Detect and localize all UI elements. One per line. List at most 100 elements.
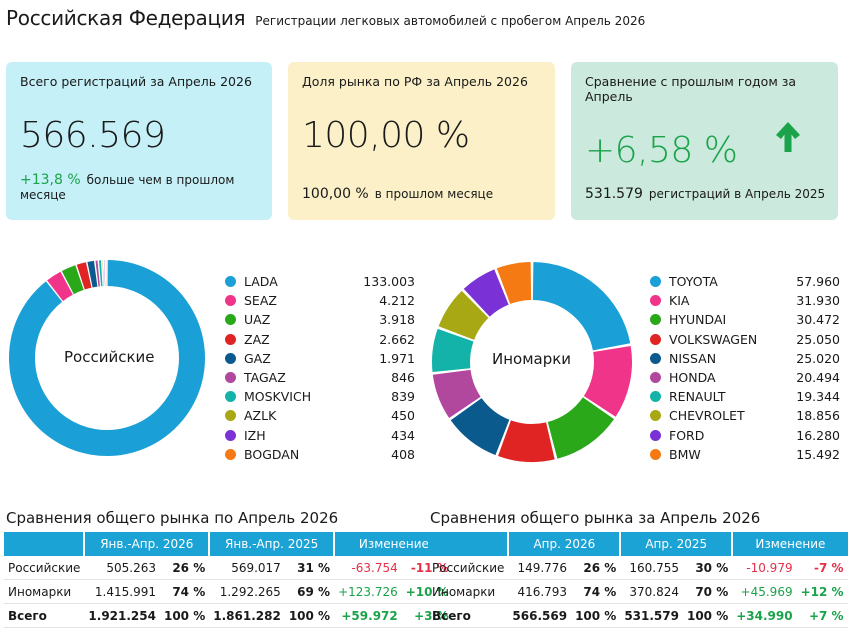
table-cell-name: Российские: [4, 556, 84, 580]
card-total-value: 566.569: [20, 115, 258, 156]
table-cell-c2: -7 %: [797, 556, 848, 580]
legend-brand-name: GAZ: [244, 351, 379, 366]
legend-brand-value: 16.280: [796, 428, 840, 443]
foreign-slice-nissan: [466, 409, 502, 437]
russian-slice-uaz: [68, 278, 80, 283]
russian-slice-zaz: [81, 275, 89, 277]
card-total-label: Всего регистраций за Апрель 2026: [20, 74, 258, 89]
legend-brand-name: BOGDAN: [244, 447, 391, 462]
legend-brand-name: FORD: [669, 428, 796, 443]
legend-color-dot: [650, 410, 661, 421]
table-header-cell: Янв.-Апр. 2026: [84, 532, 209, 556]
table-cell-c2: +12 %: [797, 580, 848, 604]
page-header: Российская Федерация Регистрации легковы…: [6, 6, 645, 30]
card-yoy-delta: 531.579: [585, 186, 643, 202]
foreign-slice-kia: [600, 349, 613, 406]
legend-brand-name: TAGAZ: [244, 370, 391, 385]
legend-brand-name: NISSAN: [669, 351, 796, 366]
legend-color-dot: [225, 391, 236, 402]
legend-brand-name: RENAULT: [669, 389, 796, 404]
legend-brand-name: CHEVROLET: [669, 408, 796, 423]
legend-color-dot: [650, 391, 661, 402]
legend-brand-value: 846: [391, 370, 415, 385]
foreign-slice-bmw: [504, 281, 531, 286]
table-header-cell: Янв.-Апр. 2025: [209, 532, 334, 556]
legend-color-dot: [650, 372, 661, 383]
card-total-delta: +13,8 %: [20, 172, 81, 188]
legend-brand-value: 2.662: [379, 332, 415, 347]
card-share-delta: 100,00 %: [302, 186, 369, 202]
foreign-slice-toyota: [533, 281, 611, 347]
table-cell-p2: 69 %: [285, 580, 334, 604]
card-share-delta-text: в прошлом месяце: [375, 187, 493, 201]
legend-color-dot: [650, 334, 661, 345]
legend-brand-value: 30.472: [796, 312, 840, 327]
legend-color-dot: [650, 449, 661, 460]
page-subtitle: Регистрации легковых автомобилей с пробе…: [255, 14, 645, 28]
foreign-slice-renault: [451, 335, 456, 370]
card-share-label: Доля рынка по РФ за Апрель 2026: [302, 74, 541, 89]
table-cell-p2: 70 %: [683, 580, 732, 604]
legend-brand-name: HONDA: [669, 370, 796, 385]
legend-brand-value: 15.492: [796, 447, 840, 462]
table-header-cell: [4, 532, 84, 556]
russian-slice-gaz: [90, 274, 96, 275]
legend-brand-name: KIA: [669, 293, 796, 308]
legend-brand-name: UAZ: [244, 312, 379, 327]
legend-brand-name: BMW: [669, 447, 796, 462]
table-ytd-title: Сравнения общего рынка по Апрель 2026: [6, 509, 338, 527]
russian-slice-seaz: [55, 283, 67, 291]
legend-brand-value: 4.212: [379, 293, 415, 308]
table-header-cell: Апр. 2026: [508, 532, 620, 556]
table-month-title: Сравнения общего рынка за Апрель 2026: [430, 509, 760, 527]
table-cell-c1: +123.726: [334, 580, 402, 604]
foreign-slice-hyundai: [553, 408, 599, 440]
table-cell-v1: 1.415.991: [84, 580, 160, 604]
legend-brand-value: 18.856: [796, 408, 840, 423]
legend-brand-value: 25.020: [796, 351, 840, 366]
legend-color-dot: [650, 295, 661, 306]
table-header-cell: Изменение: [732, 532, 847, 556]
table-cell-p1: 26 %: [571, 556, 620, 580]
legend-brand-name: VOLKSWAGEN: [669, 332, 796, 347]
table-cell-p2: 30 %: [683, 556, 732, 580]
card-yoy-delta-text: регистраций в Апрель 2025: [649, 187, 825, 201]
table-cell-v2: 1.292.265: [209, 580, 285, 604]
legend-color-dot: [225, 314, 236, 325]
legend-color-dot: [225, 353, 236, 364]
legend-brand-name: TOYOTA: [669, 274, 796, 289]
foreign-slice-volkswagen: [505, 438, 551, 443]
table-cell-p1: 74 %: [571, 580, 620, 604]
card-total-footer: +13,8 %больше чем в прошлом месяце: [20, 172, 272, 202]
legend-color-dot: [225, 430, 236, 441]
legend-brand-value: 408: [391, 447, 415, 462]
table-cell-c1: -10.979: [732, 556, 796, 580]
table-cell-v2: 160.755: [620, 556, 683, 580]
table-header-cell: Апр. 2025: [620, 532, 732, 556]
table-cell-p1: 26 %: [160, 556, 209, 580]
legend-color-dot: [225, 334, 236, 345]
legend-brand-value: 1.971: [379, 351, 415, 366]
legend-brand-value: 434: [391, 428, 415, 443]
legend-color-dot: [650, 314, 661, 325]
table-cell-c1: -63.754: [334, 556, 402, 580]
card-yoy-footer: 531.579 регистраций в Апрель 2025: [585, 186, 825, 202]
table-cell-p2: 31 %: [285, 556, 334, 580]
